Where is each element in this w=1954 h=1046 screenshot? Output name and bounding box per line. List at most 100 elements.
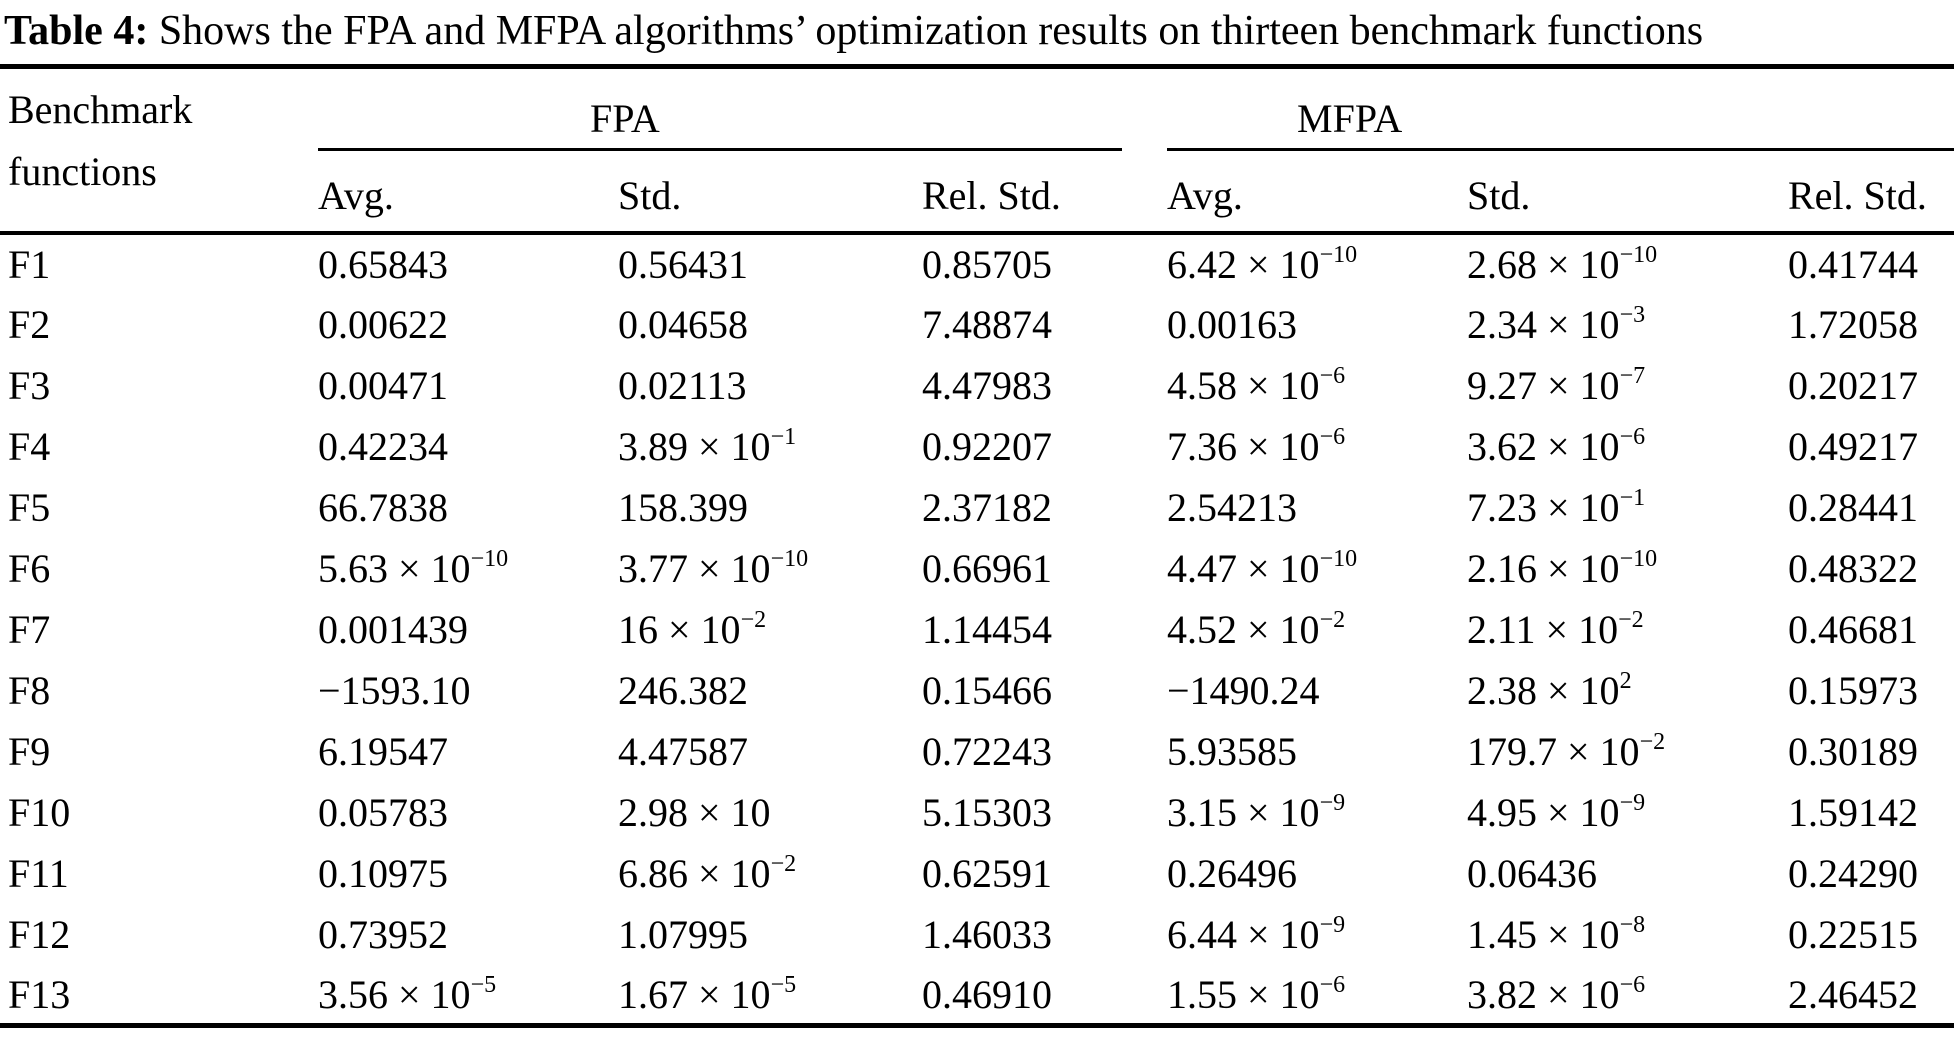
value-cell: 3.89 × 10−1 bbox=[618, 423, 797, 469]
fpa-relstd-header: Rel. Std. bbox=[922, 150, 1167, 235]
value-cell: 0.56431 bbox=[618, 241, 748, 287]
value-cell: 0.30189 bbox=[1788, 728, 1918, 774]
value-cell: 4.58 × 10−6 bbox=[1167, 362, 1346, 408]
value-cell: 0.46910 bbox=[922, 971, 1052, 1017]
table-body: F1 0.65843 0.56431 0.85705 6.42 × 10−10 2.68 … bbox=[0, 233, 1954, 1026]
table-row: F5 66.7838 158.399 2.37182 2.54213 7.23 × 10−… bbox=[0, 477, 1954, 538]
mfpa-relstd-header: Rel. Std. bbox=[1788, 150, 1954, 235]
value-cell: 0.06436 bbox=[1467, 850, 1597, 896]
value-cell: 2.16 × 10−10 bbox=[1467, 545, 1658, 591]
benchmark-function-cell: F4 bbox=[8, 423, 51, 469]
benchmark-function-cell: F1 bbox=[8, 241, 51, 287]
value-cell: 0.10975 bbox=[318, 850, 448, 896]
value-cell: 158.399 bbox=[618, 484, 748, 530]
value-cell: 0.73952 bbox=[318, 911, 448, 957]
value-cell: 0.72243 bbox=[922, 728, 1052, 774]
value-cell: 5.93585 bbox=[1167, 728, 1297, 774]
value-cell: 7.48874 bbox=[922, 301, 1052, 347]
table-row: F4 0.42234 3.89 × 10−1 0.92207 7.36 × 10−6 3.… bbox=[0, 416, 1954, 477]
value-cell: 2.54213 bbox=[1167, 484, 1297, 530]
value-cell: 0.24290 bbox=[1788, 850, 1918, 896]
fpa-group-label: FPA bbox=[590, 95, 660, 141]
value-cell: 0.001439 bbox=[318, 606, 468, 652]
value-cell: 2.68 × 10−10 bbox=[1467, 241, 1658, 287]
benchmark-function-cell: F5 bbox=[8, 484, 51, 530]
value-cell: 9.27 × 10−7 bbox=[1467, 362, 1646, 408]
value-cell: 0.42234 bbox=[318, 423, 448, 469]
value-cell: 0.41744 bbox=[1788, 241, 1918, 287]
fpa-std-header: Std. bbox=[618, 150, 922, 235]
value-cell: 0.46681 bbox=[1788, 606, 1918, 652]
results-table: Benchmark functions FPA MFPA Avg. Std. R… bbox=[0, 64, 1954, 1029]
value-cell: 2.98 × 10 bbox=[618, 789, 771, 835]
value-cell: 16 × 10−2 bbox=[618, 606, 767, 652]
mfpa-group-header: MFPA bbox=[1167, 67, 1954, 151]
mfpa-group-label: MFPA bbox=[1297, 95, 1403, 141]
benchmark-function-cell: F13 bbox=[8, 971, 71, 1017]
table-row: F2 0.00622 0.04658 7.48874 0.00163 2.34 × 10−… bbox=[0, 294, 1954, 355]
value-cell: 6.19547 bbox=[318, 728, 448, 774]
benchmark-functions-header: Benchmark functions bbox=[0, 66, 318, 235]
value-cell: 0.92207 bbox=[922, 423, 1052, 469]
mfpa-avg-header: Avg. bbox=[1167, 150, 1467, 235]
fpa-group-header: FPA bbox=[318, 67, 1167, 151]
table-row: F8 −1593.10 246.382 0.15466 −1490.24 2.38 × 1… bbox=[0, 660, 1954, 721]
benchmark-function-cell: F6 bbox=[8, 545, 51, 591]
table-caption-text: Shows the FPA and MFPA algorithms’ optim… bbox=[148, 8, 1704, 54]
value-cell: 0.48322 bbox=[1788, 545, 1918, 591]
value-cell: 7.36 × 10−6 bbox=[1167, 423, 1346, 469]
value-cell: 1.55 × 10−6 bbox=[1167, 971, 1346, 1017]
value-cell: 0.65843 bbox=[318, 241, 448, 287]
value-cell: 1.45 × 10−8 bbox=[1467, 911, 1646, 957]
benchmark-function-cell: F12 bbox=[8, 911, 71, 957]
value-cell: 0.62591 bbox=[922, 850, 1052, 896]
value-cell: −1593.10 bbox=[318, 667, 471, 713]
value-cell: 6.42 × 10−10 bbox=[1167, 241, 1358, 287]
table-caption-label: Table 4: bbox=[4, 8, 149, 54]
value-cell: 0.26496 bbox=[1167, 850, 1297, 896]
value-cell: 0.05783 bbox=[318, 789, 448, 835]
value-cell: −1490.24 bbox=[1167, 667, 1320, 713]
table-row: F3 0.00471 0.02113 4.47983 4.58 × 10−6 9.27 ×… bbox=[0, 355, 1954, 416]
value-cell: 0.20217 bbox=[1788, 362, 1918, 408]
value-cell: 0.02113 bbox=[618, 362, 747, 408]
value-cell: 0.28441 bbox=[1788, 484, 1918, 530]
table-row: F12 0.73952 1.07995 1.46033 6.44 × 10−9 1.45 … bbox=[0, 904, 1954, 965]
value-cell: 4.47 × 10−10 bbox=[1167, 545, 1358, 591]
benchmark-function-cell: F10 bbox=[8, 789, 71, 835]
fpa-avg-header: Avg. bbox=[318, 150, 618, 235]
benchmark-function-cell: F3 bbox=[8, 362, 51, 408]
value-cell: 6.44 × 10−9 bbox=[1167, 911, 1346, 957]
value-cell: 1.07995 bbox=[618, 911, 748, 957]
value-cell: 2.46452 bbox=[1788, 971, 1918, 1017]
value-cell: 4.47983 bbox=[922, 362, 1052, 408]
benchmark-function-cell: F7 bbox=[8, 606, 51, 652]
value-cell: 3.77 × 10−10 bbox=[618, 545, 809, 591]
value-cell: 0.00163 bbox=[1167, 301, 1297, 347]
table-row: F6 5.63 × 10−10 3.77 × 10−10 0.66961 4.47 × … bbox=[0, 538, 1954, 599]
benchmark-function-cell: F9 bbox=[8, 728, 51, 774]
value-cell: 0.49217 bbox=[1788, 423, 1918, 469]
value-cell: 5.15303 bbox=[922, 789, 1052, 835]
value-cell: 2.11 × 10−2 bbox=[1467, 606, 1644, 652]
table-row: F10 0.05783 2.98 × 10 5.15303 3.15 × 10−9 4.9… bbox=[0, 782, 1954, 843]
benchmark-function-cell: F2 bbox=[8, 301, 51, 347]
value-cell: 1.14454 bbox=[922, 606, 1052, 652]
mfpa-std-header: Std. bbox=[1467, 150, 1788, 235]
value-cell: 3.82 × 10−6 bbox=[1467, 971, 1646, 1017]
value-cell: 1.72058 bbox=[1788, 301, 1918, 347]
value-cell: 3.15 × 10−9 bbox=[1167, 789, 1346, 835]
table-caption: Table 4: Shows the FPA and MFPA algorith… bbox=[0, 0, 1954, 64]
value-cell: 4.95 × 10−9 bbox=[1467, 789, 1646, 835]
table-row: F1 0.65843 0.56431 0.85705 6.42 × 10−10 2.68 … bbox=[0, 233, 1954, 294]
value-cell: 66.7838 bbox=[318, 484, 448, 530]
group-header-row: Benchmark functions FPA MFPA bbox=[0, 66, 1954, 235]
value-cell: 3.62 × 10−6 bbox=[1467, 423, 1646, 469]
value-cell: 2.37182 bbox=[922, 484, 1052, 530]
table-row: F11 0.10975 6.86 × 10−2 0.62591 0.26496 0.064… bbox=[0, 843, 1954, 904]
table-row: F7 0.001439 16 × 10−2 1.14454 4.52 × 10−2 2.1… bbox=[0, 599, 1954, 660]
benchmark-function-cell: F11 bbox=[8, 850, 69, 896]
benchmark-function-cell: F8 bbox=[8, 667, 51, 713]
value-cell: 246.382 bbox=[618, 667, 748, 713]
